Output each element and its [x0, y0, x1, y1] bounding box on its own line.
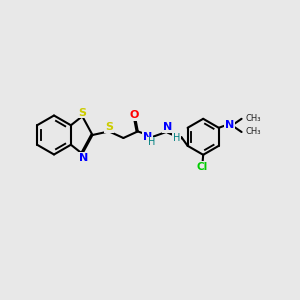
Text: S: S — [105, 122, 113, 133]
Text: N: N — [163, 122, 172, 133]
Text: H: H — [173, 133, 180, 143]
Text: N: N — [225, 120, 234, 130]
Text: O: O — [129, 110, 139, 120]
Text: CH₃: CH₃ — [246, 128, 261, 136]
Text: N: N — [143, 132, 152, 142]
Text: CH₃: CH₃ — [246, 114, 261, 123]
Text: S: S — [78, 108, 86, 118]
Text: Cl: Cl — [196, 162, 208, 172]
Text: H: H — [148, 137, 155, 147]
Text: N: N — [79, 153, 88, 163]
